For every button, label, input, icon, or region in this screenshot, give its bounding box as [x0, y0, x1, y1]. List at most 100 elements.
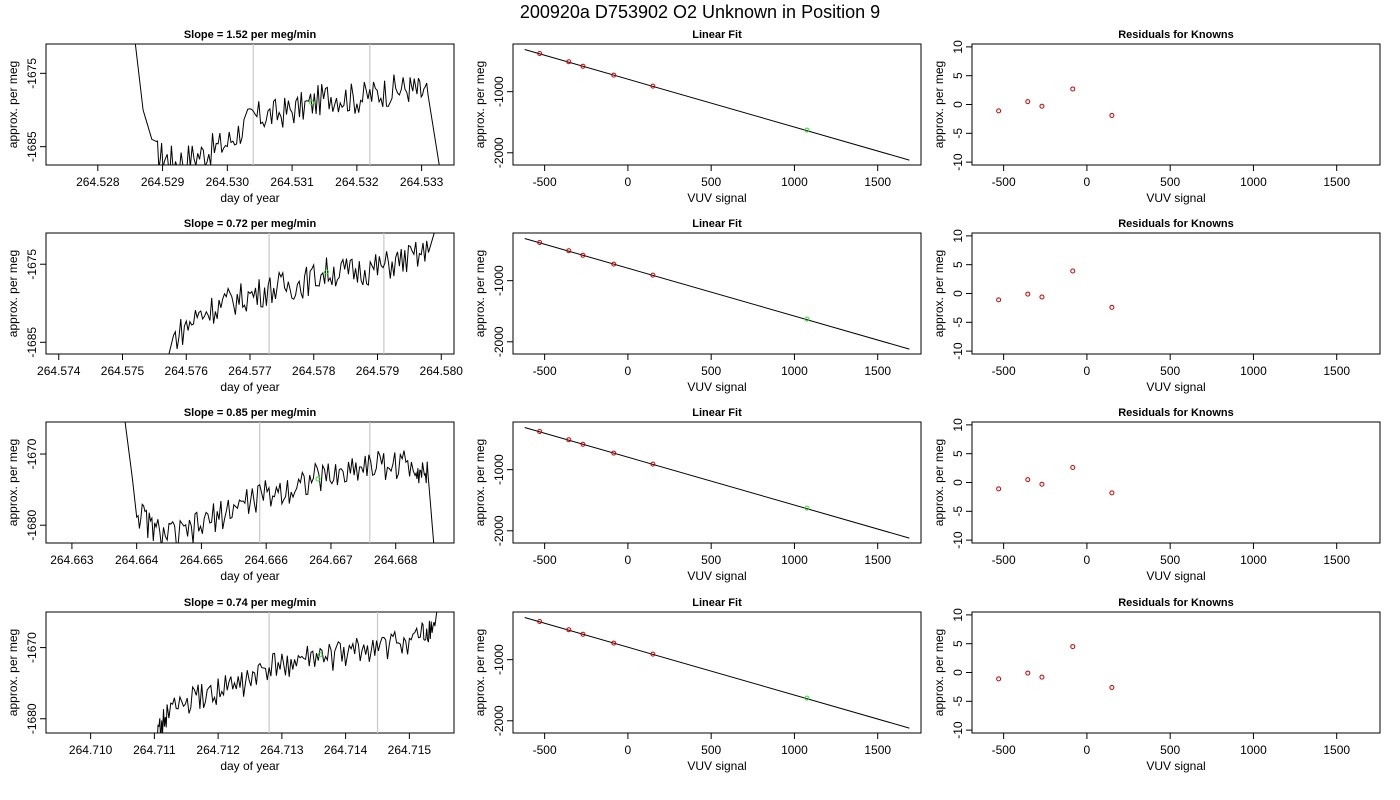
- x-tick-label: 1500: [864, 175, 891, 189]
- x-tick-label: 1000: [781, 175, 808, 189]
- y-tick-label: 0: [951, 101, 965, 108]
- panel-title: Slope = 0.74 per meg/min: [184, 597, 317, 609]
- x-tick-label: 500: [701, 364, 721, 378]
- x-axis-label: day of year: [220, 191, 279, 205]
- x-tick-label: 1000: [781, 364, 808, 378]
- known-point: [566, 437, 572, 443]
- known-point: [537, 618, 543, 624]
- x-axis-label: VUV signal: [687, 191, 746, 205]
- y-tick-label: 10: [951, 229, 965, 243]
- residual-point: [1070, 465, 1076, 471]
- y-tick-label: -1000: [492, 454, 506, 485]
- y-tick-label: -5: [951, 696, 965, 707]
- y-tick-label: 10: [951, 40, 965, 54]
- residual-point: [1039, 103, 1045, 109]
- residual-point: [1025, 477, 1031, 483]
- y-tick-label: -1670: [25, 632, 39, 663]
- plot-frame: [45, 421, 455, 544]
- panel-title: Linear Fit: [692, 407, 742, 419]
- residual-point: [1070, 268, 1076, 274]
- y-tick-label: -2000: [492, 705, 506, 736]
- x-axis-label: VUV signal: [687, 380, 746, 394]
- x-tick-label: 264.576: [165, 364, 209, 378]
- unknown-point: [804, 316, 810, 322]
- residual-point: [996, 297, 1002, 303]
- unknown-point: [804, 505, 810, 511]
- x-tick-label: 0: [625, 743, 632, 757]
- x-axis-label: VUV signal: [1146, 191, 1205, 205]
- x-tick-label: 1000: [781, 743, 808, 757]
- y-axis-label: approx. per meg: [932, 439, 946, 526]
- y-tick-label: 5: [951, 72, 965, 79]
- x-tick-label: 264.580: [420, 364, 464, 378]
- residual-point: [1109, 684, 1115, 690]
- y-axis-label: approx. per meg: [473, 629, 487, 716]
- x-tick-label: 500: [1160, 553, 1180, 567]
- residual-point: [1039, 294, 1045, 300]
- x-tick-label: 0: [1084, 175, 1091, 189]
- x-tick-label: 264.665: [180, 553, 224, 567]
- x-tick-label: -500: [992, 743, 1016, 757]
- plot-frame: [45, 43, 455, 166]
- x-axis-label: VUV signal: [1146, 569, 1205, 583]
- known-point: [650, 272, 656, 278]
- known-point: [537, 428, 543, 434]
- panel-title: Residuals for Knowns: [1118, 597, 1234, 609]
- x-tick-label: -500: [533, 175, 557, 189]
- x-tick-label: 1500: [864, 553, 891, 567]
- y-tick-label: -5: [951, 128, 965, 139]
- x-tick-label: 1500: [1323, 364, 1350, 378]
- panel-title: Residuals for Knowns: [1118, 29, 1234, 41]
- known-point: [566, 59, 572, 65]
- y-tick-label: -1685: [25, 327, 39, 358]
- x-tick-label: 1000: [1240, 553, 1267, 567]
- x-tick-label: -500: [533, 553, 557, 567]
- x-tick-label: -500: [533, 364, 557, 378]
- x-tick-label: 0: [625, 364, 632, 378]
- x-tick-label: 264.714: [324, 743, 368, 757]
- x-tick-label: 0: [1084, 364, 1091, 378]
- x-tick-label: 264.712: [196, 743, 240, 757]
- y-tick-label: -1000: [492, 265, 506, 296]
- plot-area: [996, 644, 1115, 690]
- fit-line: [524, 49, 910, 161]
- residual-point: [1109, 112, 1115, 118]
- y-tick-label: 5: [951, 261, 965, 268]
- x-tick-label: 264.529: [141, 175, 185, 189]
- y-tick-label: -10: [951, 153, 965, 171]
- residual-point: [996, 486, 1002, 492]
- x-tick-label: 264.663: [50, 553, 94, 567]
- unknown-point: [324, 269, 329, 275]
- y-tick-label: -10: [951, 342, 965, 360]
- x-axis-label: VUV signal: [687, 759, 746, 773]
- y-tick-label: -1000: [492, 76, 506, 107]
- known-point: [611, 450, 617, 456]
- y-axis-label: approx. per meg: [473, 250, 487, 337]
- panel-title: Linear Fit: [692, 218, 742, 230]
- y-tick-label: -1680: [25, 510, 39, 541]
- y-tick-label: 5: [951, 450, 965, 457]
- unknown-point: [315, 476, 321, 482]
- known-point: [611, 72, 617, 78]
- y-tick-label: -2000: [492, 137, 506, 168]
- residual-point: [1070, 644, 1076, 650]
- panel-title: Slope = 0.72 per meg/min: [184, 218, 317, 230]
- plot-area: [524, 617, 910, 729]
- y-axis-label: approx. per meg: [473, 61, 487, 148]
- x-tick-label: 500: [1160, 175, 1180, 189]
- x-tick-label: 264.574: [37, 364, 81, 378]
- y-axis-label: approx. per meg: [6, 629, 20, 716]
- plot-frame: [971, 421, 1381, 544]
- x-axis-label: day of year: [220, 759, 279, 773]
- y-tick-label: -1685: [25, 131, 39, 162]
- x-tick-label: 264.577: [228, 364, 272, 378]
- known-point: [580, 252, 586, 258]
- residual-point: [996, 676, 1002, 682]
- plot-area: [124, 422, 435, 543]
- residual-point: [1109, 304, 1115, 310]
- residuals-panel-3: Residuals for Knowns -500 0 500 1000 1500 -10 -…: [932, 407, 1381, 583]
- x-tick-label: 264.533: [400, 175, 444, 189]
- known-point: [580, 63, 586, 69]
- plot-frame: [971, 43, 1381, 166]
- known-point: [611, 261, 617, 267]
